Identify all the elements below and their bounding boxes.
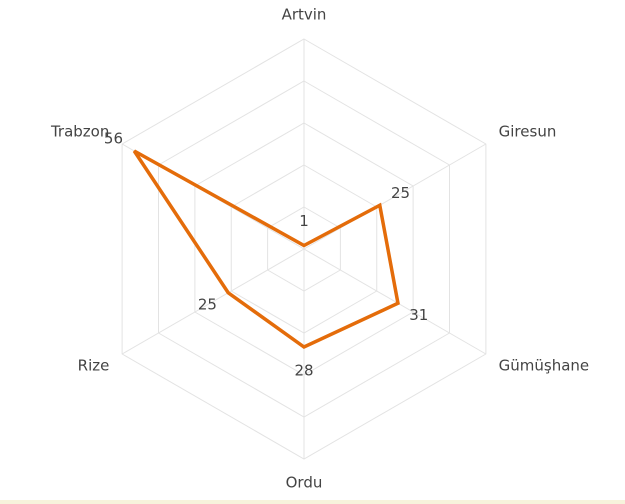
category-label: Gümüşhane xyxy=(499,357,589,375)
category-label: Artvin xyxy=(282,6,327,24)
value-label: 1 xyxy=(299,212,309,230)
category-label: Giresun xyxy=(499,123,557,141)
value-label: 56 xyxy=(104,130,123,148)
bottom-edge xyxy=(0,500,625,504)
spoke xyxy=(121,248,305,355)
data-line xyxy=(132,149,400,350)
value-label: 25 xyxy=(198,295,217,313)
value-label: 31 xyxy=(409,306,428,324)
category-label: Trabzon xyxy=(50,123,109,141)
spoke xyxy=(303,143,487,250)
value-label: 25 xyxy=(391,184,410,202)
category-label: Rize xyxy=(78,357,110,375)
spoke xyxy=(303,248,487,355)
value-label: 28 xyxy=(294,362,313,380)
category-label: Ordu xyxy=(286,474,323,492)
